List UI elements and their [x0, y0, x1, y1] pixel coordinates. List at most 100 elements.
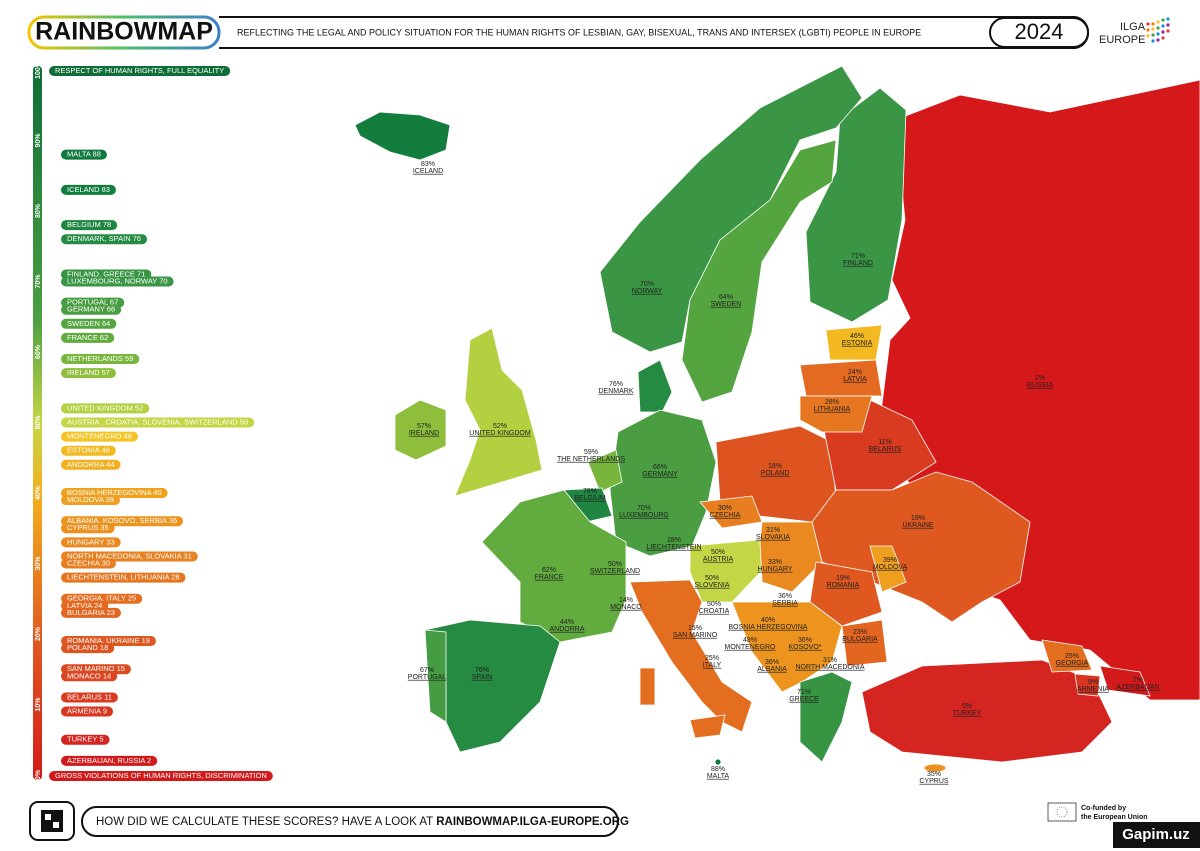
- country-name[interactable]: PORTUGAL: [408, 674, 446, 681]
- legend-pill-text: SAN MARINO 15: [67, 664, 125, 673]
- country-shape: [731, 601, 843, 693]
- country-name[interactable]: MALTA: [707, 773, 730, 780]
- country-name[interactable]: KOSOVO*: [788, 644, 821, 651]
- country-name[interactable]: MONACO: [610, 604, 642, 611]
- qr-code: [41, 810, 63, 832]
- country-name[interactable]: NORWAY: [632, 288, 663, 295]
- country-score: 70%: [637, 505, 651, 512]
- scale-tick: 30%: [35, 556, 42, 571]
- legend-pill-text: BELGIUM 78: [67, 220, 111, 229]
- country-name[interactable]: GERMANY: [642, 471, 678, 478]
- country-name[interactable]: FINLAND: [843, 260, 873, 267]
- cta-text: HOW DID WE CALCULATE THESE SCORES? HAVE …: [96, 816, 436, 828]
- country-name[interactable]: SLOVENIA: [694, 582, 729, 589]
- country-name[interactable]: TURKEY: [953, 710, 982, 717]
- eu-flag: [1047, 802, 1077, 822]
- country-name[interactable]: MOLDOVA: [873, 564, 908, 571]
- legend-pill: [61, 304, 122, 315]
- country-name[interactable]: CZECHIA: [710, 512, 741, 519]
- legend-pill-text: ANDORRA 44: [67, 460, 115, 469]
- country-name[interactable]: DENMARK: [598, 388, 633, 395]
- country-name[interactable]: BULGARIA: [842, 636, 878, 643]
- legend-pill-text: AUSTRIA , CROATIA, SLOVENIA, SWITZERLAND…: [67, 417, 248, 426]
- country-name[interactable]: ALBANIA: [757, 666, 787, 673]
- country-name[interactable]: LITHUANIA: [814, 406, 851, 413]
- cta-frame[interactable]: [81, 806, 619, 837]
- scale-tick: 90%: [35, 133, 42, 148]
- country-name[interactable]: CROATIA: [699, 608, 730, 615]
- legend-pill-text: POLAND 18: [67, 643, 108, 652]
- country-name[interactable]: ANDORRA: [549, 626, 584, 633]
- year: 2024: [1015, 19, 1064, 44]
- legend-pill: [61, 692, 118, 703]
- country-name[interactable]: SLOVAKIA: [756, 534, 790, 541]
- country-name[interactable]: LUXEMBOURG: [619, 512, 669, 519]
- legend-pill-text: LATVIA 24: [67, 601, 102, 610]
- country-name[interactable]: AZERBAIJAN: [1116, 684, 1159, 691]
- country-name[interactable]: MONTENEGRO: [725, 644, 777, 651]
- legend-pill-text: ALBANIA, KOSOVO, SERBIA 36: [67, 516, 177, 525]
- country-score: 50%: [707, 601, 721, 608]
- country-name[interactable]: SWITZERLAND: [590, 568, 640, 575]
- country-name[interactable]: ARMENIA: [1077, 686, 1109, 693]
- legend-pill: [61, 417, 255, 428]
- country-score: 11%: [878, 439, 892, 446]
- country-name[interactable]: BELARUS: [869, 446, 902, 453]
- legend-pill-text: LUXEMBOURG, NORWAY 70: [67, 276, 168, 285]
- country-score: 28%: [825, 399, 839, 406]
- legend-pill-text: MOLDOVA 39: [67, 495, 114, 504]
- country-name[interactable]: SWEDEN: [711, 301, 742, 308]
- country-name[interactable]: ITALY: [703, 662, 722, 669]
- country-shape: [861, 659, 1113, 763]
- legend-pill-text: BOSNIA HERZEGOVINA 40: [67, 488, 162, 497]
- legend-pill-text: GEORGIA, ITALY 25: [67, 594, 136, 603]
- country-shape: [841, 619, 888, 667]
- country-name[interactable]: LATVIA: [843, 376, 867, 383]
- country-name[interactable]: GEORGIA: [1056, 660, 1089, 667]
- country-score: 31%: [766, 527, 780, 534]
- country-name[interactable]: RUSSIA: [1027, 382, 1053, 389]
- country-score: 71%: [797, 689, 811, 696]
- country-name[interactable]: HUNGARY: [758, 566, 793, 573]
- country-name[interactable]: GREECE: [789, 696, 819, 703]
- legend-pill: [61, 368, 116, 379]
- country-score: 2%: [1133, 677, 1143, 684]
- legend-pill-text: ARMENIA 9: [67, 707, 107, 716]
- country-name[interactable]: ROMANIA: [827, 582, 860, 589]
- country-name[interactable]: ICELAND: [413, 168, 443, 175]
- legend: 100% 90% 80% 70% 60% 50% 40% 30% 20% 10% 0% RESPECT…: [35, 60, 273, 781]
- country-name[interactable]: ESTONIA: [842, 340, 873, 347]
- legend-pill-text: CYPRUS 35: [67, 523, 109, 532]
- country-name[interactable]: CYPRUS: [919, 778, 949, 785]
- country-score: 36%: [798, 637, 812, 644]
- legend-pill: [61, 403, 150, 414]
- country-name[interactable]: LIECHTENSTEIN: [646, 544, 701, 551]
- country-name[interactable]: AUSTRIA: [703, 556, 734, 563]
- country-name[interactable]: POLAND: [761, 470, 790, 477]
- country-name[interactable]: BOSNIA HERZEGOVINA: [729, 624, 808, 631]
- cta-link[interactable]: RAINBOWMAP.ILGA-EUROPE.ORG: [436, 816, 629, 828]
- legend-pill-text: FINLAND, GREECE 71: [67, 269, 145, 278]
- legend-pill-text: ICELAND 83: [67, 185, 110, 194]
- country-score: 19%: [911, 515, 925, 522]
- scale-tick-label: 50%: [35, 415, 42, 430]
- country-name[interactable]: UKRAINE: [902, 522, 933, 529]
- scale-bottom-pill: [49, 771, 273, 781]
- qr-code: [53, 822, 59, 828]
- country-score: 35%: [927, 771, 941, 778]
- country-name[interactable]: BELGIUM: [574, 495, 606, 502]
- country-name[interactable]: NORTH MACEDONIA: [795, 664, 864, 671]
- legend-pill: [61, 149, 107, 160]
- country-name[interactable]: THE NETHERLANDS: [557, 456, 625, 463]
- country-name[interactable]: FRANCE: [535, 574, 564, 581]
- scale-tick-label: 40%: [35, 485, 42, 500]
- country-name[interactable]: SERBIA: [772, 600, 798, 607]
- country-name[interactable]: SAN MARINO: [673, 632, 718, 639]
- country-name[interactable]: SPAIN: [472, 674, 493, 681]
- country-name[interactable]: UNITED KINGDOM: [469, 430, 531, 437]
- country-name[interactable]: IRELAND: [409, 430, 439, 437]
- legend-pill-text: BULGARIA 23: [67, 608, 115, 617]
